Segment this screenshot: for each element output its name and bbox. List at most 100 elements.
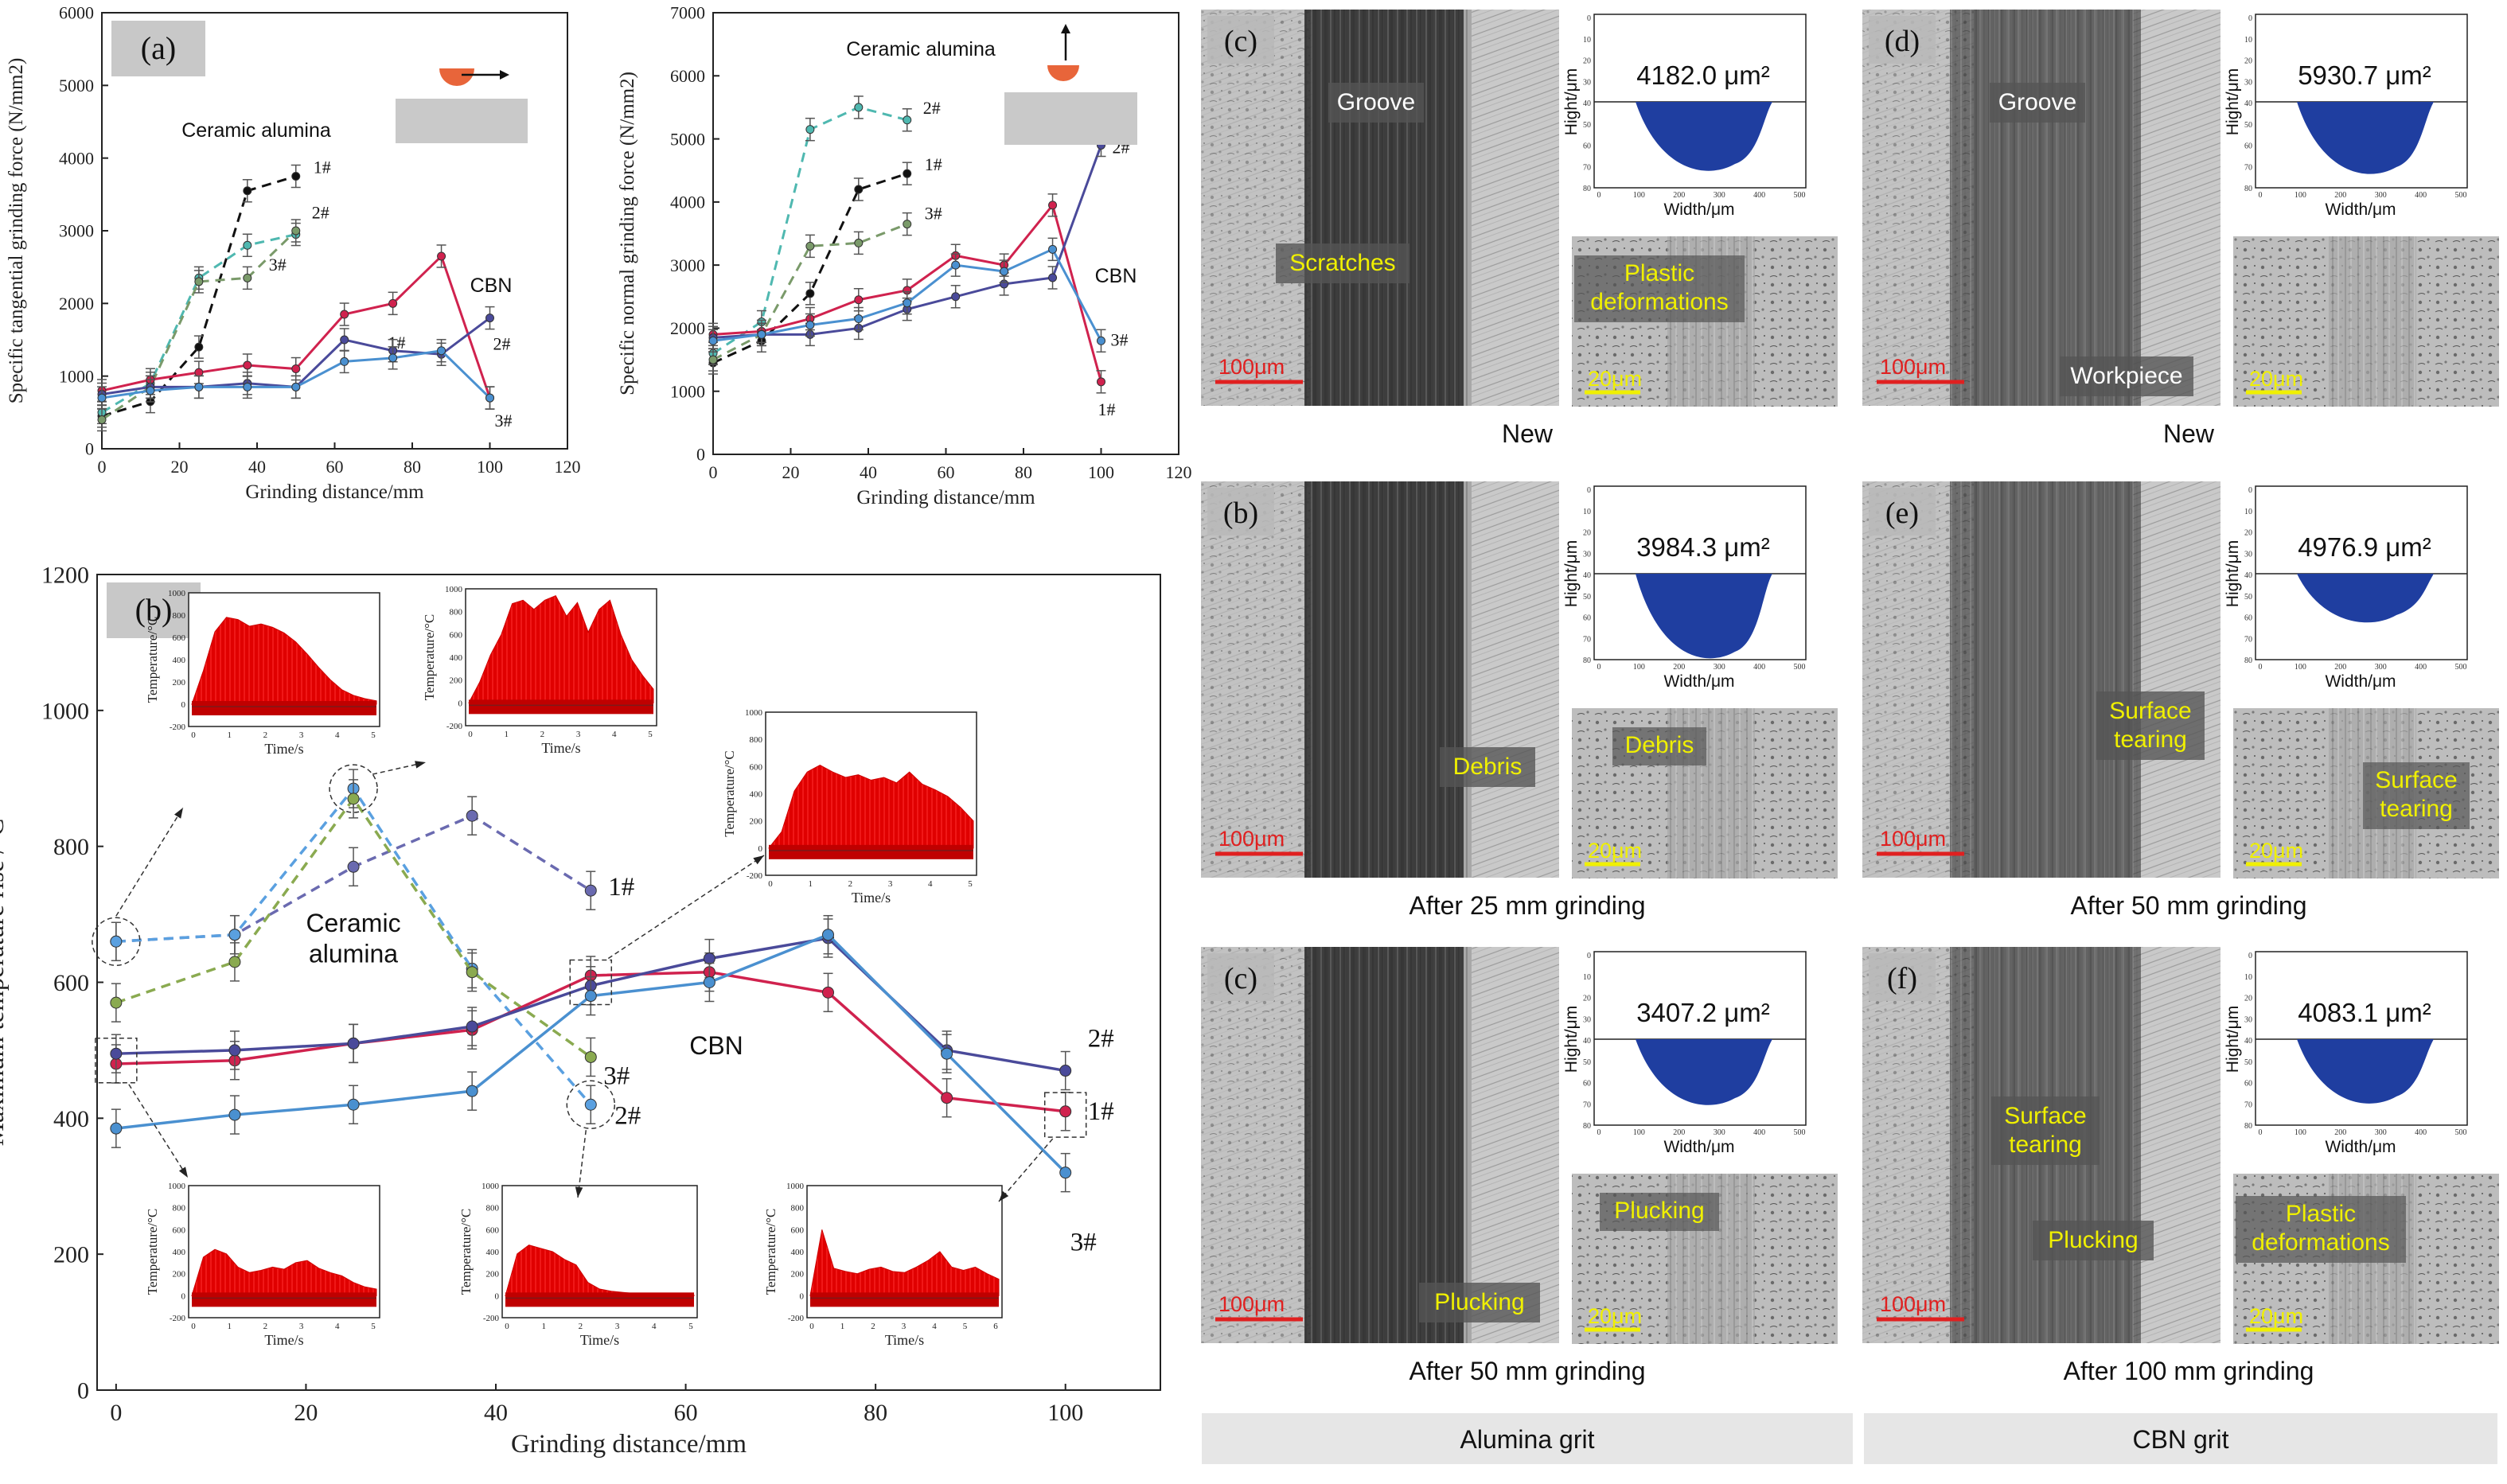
groove-region [1950, 481, 2141, 878]
annotation-box [1328, 83, 1424, 123]
baseline-noise [810, 1292, 999, 1307]
inset-x-label: Time/s [264, 1332, 303, 1348]
profile-y-tick: 0 [2248, 14, 2252, 23]
profile-y-tick: 60 [2244, 1080, 2252, 1089]
y-tick-label: 0 [696, 445, 705, 465]
inset-y-label: Temperature/°C [763, 1209, 778, 1295]
temperature-signal [468, 594, 654, 703]
x-tick-label: 60 [326, 457, 344, 477]
inset-x-label: Time/s [852, 890, 891, 906]
data-point [466, 966, 478, 979]
data-point [347, 860, 360, 873]
temperature-signal [191, 617, 377, 705]
micrograph-zoom-band [2329, 236, 2416, 407]
profile-area [2297, 1039, 2434, 1104]
data-point [1048, 273, 1058, 282]
profile-x-tick: 100 [1633, 663, 1645, 672]
profile-x-tick: 100 [2295, 663, 2306, 672]
groove-area-value: 4976.9 μm² [2298, 532, 2431, 562]
data-point [437, 251, 446, 261]
inset-x-tick: 1 [227, 730, 232, 740]
profile-y-tick: 20 [1583, 995, 1591, 1003]
profile-x-tick: 100 [1633, 1128, 1645, 1137]
inset-y-tick: -200 [170, 1314, 186, 1323]
micrograph-texture [1201, 10, 1312, 406]
profile-area [1636, 102, 1772, 171]
scale-label-zoom: 20μm [2249, 839, 2303, 863]
data-point [485, 314, 494, 323]
profile-y-tick: 80 [1583, 185, 1591, 193]
y-tick-label: 1000 [59, 366, 94, 386]
profile-y-tick: 0 [2248, 952, 2252, 960]
profile-x-tick: 400 [2415, 1128, 2427, 1137]
data-point [1097, 377, 1105, 387]
panel-caption: After 25 mm grinding [1409, 891, 1645, 920]
inset-x-tick: 5 [371, 730, 376, 740]
group-label-line: alumina [309, 939, 398, 968]
inset-x-tick: 2 [579, 1322, 583, 1331]
data-point [146, 386, 155, 395]
profile-x-tick: 300 [1714, 191, 1725, 200]
arrow-head-icon [1061, 24, 1070, 33]
x-axis-label: Grinding distance/mm [511, 1430, 747, 1459]
inset-y-tick: 200 [486, 1270, 500, 1280]
profile-y-tick: 70 [1583, 1100, 1591, 1109]
y-axis-label: Specific normal grinding force (N/mm2) [617, 72, 638, 395]
inset-y-label: Temperature/°C [458, 1209, 474, 1295]
panel-label-box [107, 582, 201, 638]
y-tick-label: 400 [53, 1106, 89, 1132]
data-point [708, 336, 718, 345]
data-point [291, 226, 301, 236]
data-point [854, 314, 864, 324]
profile-y-tick: 80 [2244, 185, 2252, 193]
highlight-circle [329, 764, 378, 813]
data-point [388, 353, 398, 363]
arrow-head-icon [753, 855, 764, 865]
x-tick-label: 80 [1015, 462, 1032, 482]
arrow-head-icon [999, 1190, 1009, 1202]
inset-y-tick: 0 [758, 844, 763, 854]
inset-y-tick: 800 [791, 1204, 805, 1213]
profile-y-tick: 10 [2244, 973, 2252, 982]
profile-y-label: Hight/μm [2224, 540, 2242, 607]
data-point [291, 172, 301, 181]
annotation-box [1440, 747, 1535, 787]
inset-y-tick: 0 [495, 1291, 500, 1301]
group-label: CBN [689, 1031, 743, 1060]
profile-y-tick: 0 [2248, 486, 2252, 495]
x-tick-label: 80 [864, 1400, 887, 1426]
data-point [584, 990, 597, 1003]
annotation-box [2060, 356, 2193, 396]
inset-x-tick: 2 [263, 1322, 268, 1331]
inset-x-tick: 0 [809, 1322, 814, 1331]
annotation-label: Debris [1625, 732, 1694, 758]
scale-label-main: 100μm [1218, 827, 1285, 851]
x-axis-label: Grinding distance/mm [245, 481, 424, 503]
profile-x-tick: 200 [1673, 191, 1685, 200]
profile-x-label: Width/μm [1663, 1138, 1734, 1156]
profile-x-tick: 500 [2455, 191, 2467, 200]
profile-y-tick: 30 [1583, 550, 1591, 559]
panel-label: (b) [135, 592, 173, 628]
data-point [584, 884, 597, 897]
data-point [340, 356, 349, 366]
inset-x-tick: 3 [902, 1322, 906, 1331]
inset-y-tick: 200 [791, 1270, 805, 1280]
temperature-signal [768, 765, 974, 849]
group-label: CBN [1095, 265, 1137, 287]
inset-x-tick: 5 [648, 730, 653, 739]
panel-letter-box [1869, 16, 1936, 64]
annotation-label-line: deformations [1590, 289, 1728, 315]
inset-y-tick: 0 [458, 699, 463, 708]
inset-bot-1: 1000 800 600 400 200 0 -200 0 1 2 3 4 5 Time/s Tempera… [145, 1182, 380, 1348]
profile-y-tick: 40 [2244, 99, 2252, 108]
baseline-noise [769, 844, 973, 859]
profile-x-tick: 200 [1673, 1128, 1685, 1137]
y-axis-label: Specific tangential grinding force (N/mm… [6, 58, 27, 404]
caption-bar-left [1202, 1413, 1853, 1464]
panel-letter: (f) [1887, 962, 1917, 995]
data-point [347, 1037, 360, 1050]
panel-caption: New [1502, 419, 1554, 448]
chart-a-normal: 0 1000 2000 3000 4000 5000 6000 7000 0 20 40 60 80 10… [617, 3, 1192, 508]
y-tick-label: 5000 [670, 129, 705, 149]
